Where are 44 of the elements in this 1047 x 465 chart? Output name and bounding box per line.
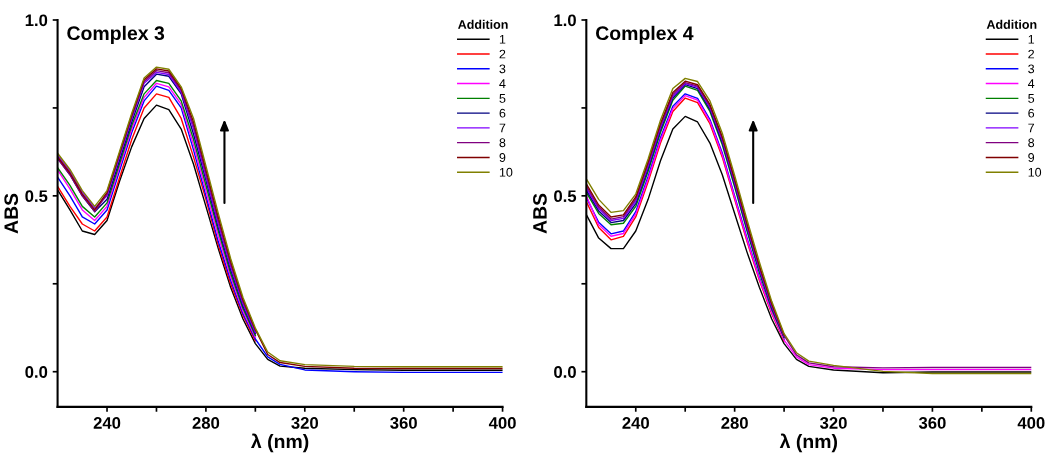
y-tick-label: 1.0	[554, 14, 576, 27]
y-axis-title: ABS	[4, 193, 19, 234]
legend-label: 7	[499, 123, 506, 133]
legend-label: 1	[499, 34, 506, 44]
y-tick-label: 0.5	[25, 190, 48, 203]
y-tick-label: 0.0	[554, 366, 576, 378]
y-tick-label: 0.0	[25, 366, 48, 378]
legend-label: 5	[1028, 94, 1035, 103]
legend-label: 2	[499, 49, 506, 59]
legend-label: 4	[1027, 79, 1035, 88]
x-tick-label: 320	[291, 417, 319, 429]
x-tick-label: 240	[93, 417, 121, 429]
legend-label: 6	[1028, 108, 1035, 118]
legend-label: 8	[1028, 138, 1035, 148]
legend-title: Addition	[986, 19, 1037, 29]
legend-label: 4	[499, 79, 506, 88]
x-tick-label: 360	[918, 417, 946, 429]
x-axis-title: λ (nm)	[779, 433, 838, 453]
chart-title: Complex 4	[596, 25, 694, 44]
x-tick-label: 320	[820, 417, 847, 429]
y-tick-label: 0.5	[554, 190, 577, 203]
legend-label: 3	[1028, 64, 1035, 74]
x-tick-label: 280	[721, 417, 748, 429]
legend-label: 8	[499, 138, 506, 148]
x-tick-label: 400	[488, 417, 516, 429]
x-tick-label: 360	[390, 417, 417, 429]
legend-title: Addition	[458, 19, 508, 29]
y-axis-title: ABS	[533, 193, 547, 234]
legend-label: 10	[499, 167, 513, 177]
x-tick-label: 280	[192, 417, 220, 429]
legend-label: 2	[1028, 49, 1035, 59]
legend-label: 10	[1028, 167, 1042, 177]
legend-label: 7	[1028, 123, 1035, 133]
legend-label: 1	[1028, 34, 1035, 44]
legend-label: 5	[499, 94, 506, 103]
legend-label: 3	[499, 64, 506, 74]
x-axis-title: λ (nm)	[250, 433, 309, 453]
x-tick-label: 240	[622, 417, 649, 429]
legend-label: 9	[499, 153, 506, 162]
chart-title: Complex 3	[67, 25, 165, 44]
legend-label: 9	[1028, 153, 1035, 162]
x-tick-label: 400	[1017, 417, 1045, 429]
y-tick-label: 1.0	[25, 14, 48, 27]
legend-label: 6	[499, 108, 506, 118]
